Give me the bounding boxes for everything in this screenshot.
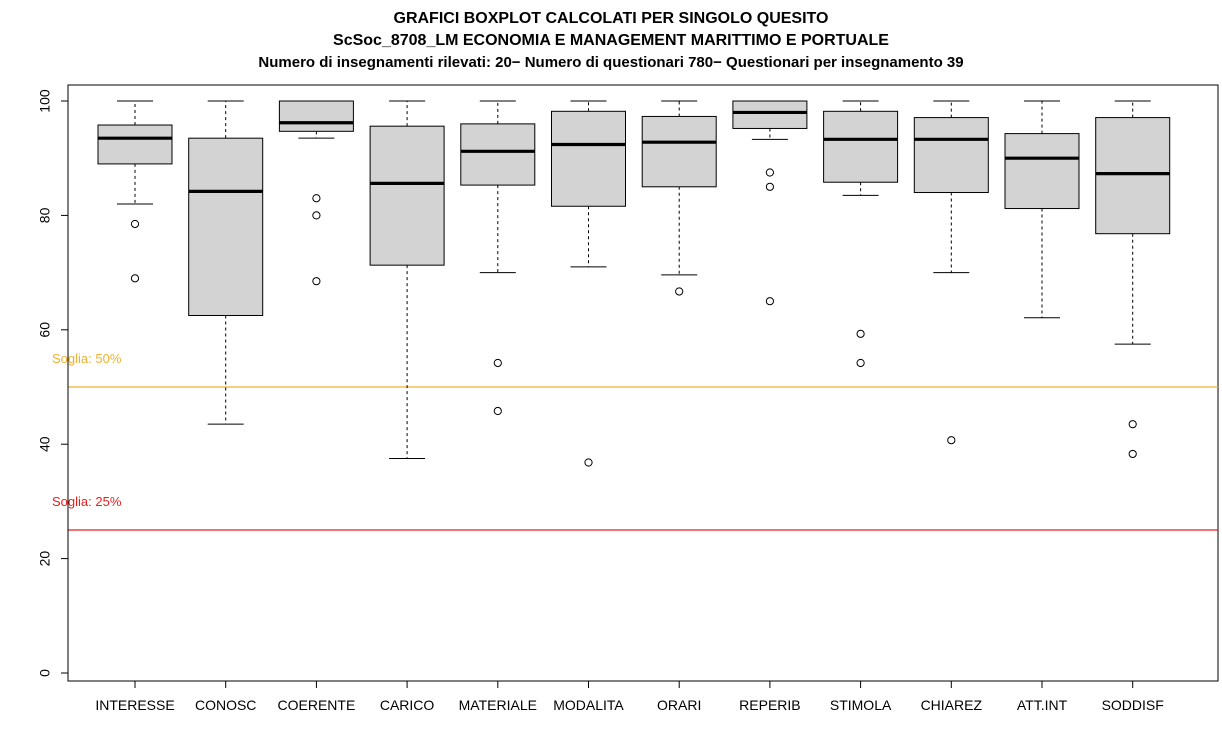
box <box>551 110 626 207</box>
box <box>278 100 354 132</box>
box <box>913 117 989 194</box>
outlier-point <box>856 329 865 338</box>
outlier-point <box>493 358 502 368</box>
x-axis: INTERESSE CONOSC COERENTE CARICO MATERIALE MO… <box>95 681 1164 713</box>
box-group <box>278 100 354 286</box>
x-tick-label: SODDISF <box>1102 697 1164 713</box>
y-tick-label: 40 <box>37 436 53 452</box>
box <box>369 125 445 266</box>
outlier-point <box>584 458 593 467</box>
box-group <box>188 100 264 425</box>
box-group <box>1004 100 1080 319</box>
box-group <box>641 100 717 296</box>
chart-title-line-1: GRAFICI BOXPLOT CALCOLATI PER SINGOLO QU… <box>394 10 829 27</box>
y-tick-label: 100 <box>37 89 53 113</box>
x-tick-label: CONOSC <box>195 697 256 713</box>
chart-subtitle: Numero di insegnamenti rilevati: 20− Num… <box>258 54 963 71</box>
x-tick-label: MODALITA <box>553 697 624 713</box>
y-tick-label: 80 <box>37 207 53 223</box>
box-group <box>369 100 445 459</box>
box-group <box>1095 100 1171 459</box>
outlier-point <box>312 277 321 286</box>
outlier-point <box>312 211 321 220</box>
box <box>460 123 536 186</box>
outlier-point <box>130 274 140 283</box>
box <box>823 110 899 183</box>
x-tick-label: REPERIB <box>739 697 800 713</box>
x-tick-label: ORARI <box>657 697 701 713</box>
threshold-lines: Soglia: 50% Soglia: 25% <box>52 351 1218 531</box>
box <box>1004 133 1080 210</box>
boxplots <box>97 100 1171 467</box>
chart-title-line-2: ScSoc_8708_LM ECONOMIA E MANAGEMENT MARI… <box>333 32 889 49</box>
box-group <box>913 100 989 445</box>
box-group <box>460 100 536 416</box>
x-tick-label: INTERESSE <box>95 697 174 713</box>
outlier-point <box>493 406 502 416</box>
box-group <box>823 100 899 368</box>
box <box>641 115 717 188</box>
outlier-point <box>1128 449 1137 459</box>
box <box>97 124 173 165</box>
box-group <box>97 100 173 283</box>
box <box>188 137 264 316</box>
chart-title: GRAFICI BOXPLOT CALCOLATI PER SINGOLO QU… <box>258 10 963 71</box>
threshold-label: Soglia: 50% <box>52 351 122 366</box>
box-group <box>732 100 808 306</box>
outlier-point <box>856 358 865 368</box>
x-tick-label: CARICO <box>380 697 435 713</box>
outlier-point <box>765 297 775 306</box>
y-axis: 0 20 40 60 80 100 <box>37 89 69 677</box>
box <box>732 100 808 129</box>
y-tick-label: 0 <box>37 669 53 677</box>
x-tick-label: MATERIALE <box>459 697 537 713</box>
y-tick-label: 20 <box>37 551 53 567</box>
threshold-label: Soglia: 25% <box>52 494 122 509</box>
outlier-point <box>765 182 775 191</box>
outlier-point <box>675 287 684 296</box>
box-group <box>551 100 626 467</box>
outlier-point <box>765 168 775 177</box>
outlier-point <box>947 436 956 445</box>
outlier-point <box>130 219 140 229</box>
x-tick-label: COERENTE <box>278 697 356 713</box>
y-tick-label: 60 <box>37 322 53 338</box>
box <box>1095 117 1171 235</box>
x-tick-label: CHIAREZ <box>921 697 983 713</box>
outlier-point <box>1128 420 1137 429</box>
x-tick-label: ATT.INT <box>1017 697 1068 713</box>
outlier-point <box>312 194 321 203</box>
x-tick-label: STIMOLA <box>830 697 892 713</box>
